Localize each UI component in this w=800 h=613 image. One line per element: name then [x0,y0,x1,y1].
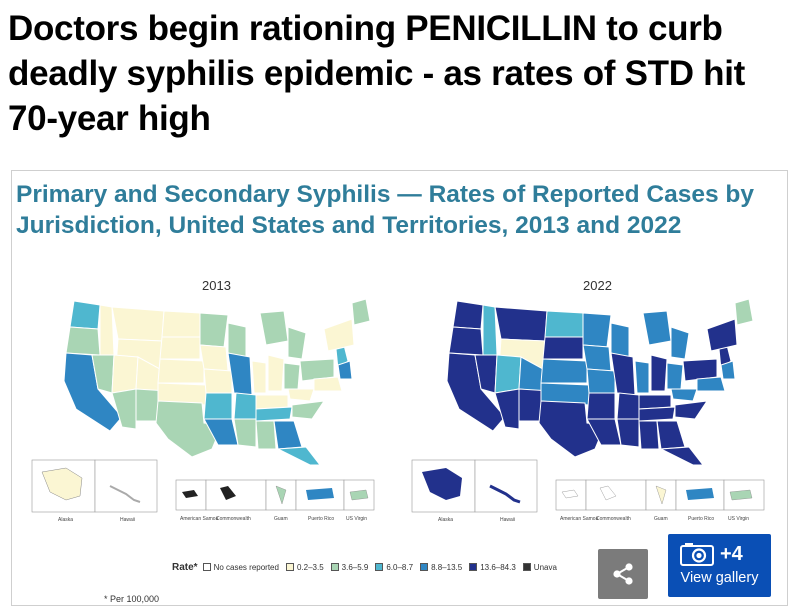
territory-insets-2013: Alaska Hawaii American Samoa Commonwealt… [31,459,375,523]
legend-swatch [202,563,211,571]
us-map-2022 [446,298,754,465]
legend-item-2: 3.6–5.9 [330,562,369,572]
legend-item-5: 13.6–84.3 [469,563,516,572]
syphilis-map-figure[interactable]: Primary and Secondary Syphilis — Rates o… [11,170,788,606]
legend-item-1: 0.2–3.5 [285,562,324,572]
legend-item-label: Unava [533,562,557,572]
map-year-2022: 2022 [583,278,612,293]
legend-swatch [330,563,339,571]
inset-label-usvi-2013: US Virgin [346,516,367,522]
share-button[interactable] [598,549,648,599]
legend-item-label: 6.0–8.7 [386,562,414,572]
gallery-top-row: +4 [680,542,743,566]
inset-label-nmi-2022: Commonwealth [596,516,631,522]
inset-label-alaska-2013: Alaska [58,517,73,523]
legend-swatch [522,563,531,571]
gallery-count: +4 [720,542,743,565]
inset-label-pr-2022: Puerto Rico [688,516,714,522]
legend-item-6: Unava [522,562,557,572]
legend-item-label: 3.6–5.9 [341,562,369,572]
gallery-label: View gallery [680,570,759,586]
inset-label-samoa-2022: American Samoa [560,516,599,522]
legend-swatch [375,563,384,571]
rate-legend: Rate* No cases reported 0.2–3.5 3.6–5.9 … [172,559,564,575]
article-headline: Doctors begin rationing PENICILLIN to cu… [8,9,745,138]
figure-title: Primary and Secondary Syphilis — Rates o… [16,181,754,239]
us-map-2013 [63,298,371,465]
territory-insets-2022: Alaska Hawaii American Samoa Commonwealt… [411,459,765,523]
inset-label-samoa-2013: American Samoa [180,516,219,522]
camera-icon [680,543,714,566]
inset-label-usvi-2022: US Virgin [728,516,749,522]
legend-item-label: 8.8–13.5 [431,562,463,572]
legend-swatch [285,563,294,571]
legend-item-4: 8.8–13.5 [420,563,462,572]
inset-label-pr-2013: Puerto Rico [308,516,334,522]
view-gallery-button[interactable]: +4 View gallery [668,534,771,597]
legend-item-label: No cases reported [213,562,279,572]
legend-swatch [420,563,429,571]
inset-label-guam-2013: Guam [274,516,288,522]
share-icon [613,563,633,585]
legend-item-label: 13.6–84.3 [480,562,516,572]
inset-label-hawaii-2013: Hawaii [120,517,135,523]
legend-item-3: 6.0–8.7 [375,563,413,572]
legend-item-no-cases: No cases reported [202,562,279,572]
inset-label-nmi-2013: Commonwealth [216,516,251,522]
map-year-2013: 2013 [202,278,231,293]
inset-label-guam-2022: Guam [654,516,668,522]
inset-label-alaska-2022: Alaska [438,517,453,523]
legend-swatch [469,563,478,571]
legend-title: Rate* [172,561,198,573]
footnote: * Per 100,000 [104,594,160,604]
inset-label-hawaii-2022: Hawaii [500,517,515,523]
legend-item-label: 0.2–3.5 [296,562,324,572]
